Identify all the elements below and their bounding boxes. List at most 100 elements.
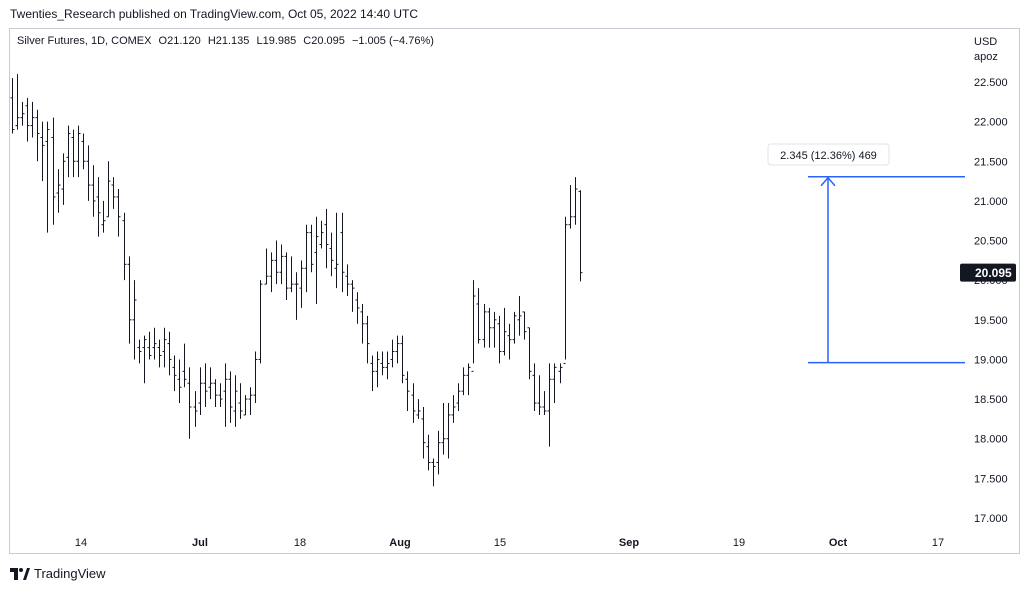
ohlc-open: O21.120 [158, 35, 201, 47]
ohlc-bar [527, 327, 532, 380]
ohlc-bar [203, 363, 208, 408]
ohlc-bar [172, 355, 177, 392]
ohlc-bar [162, 327, 167, 368]
y-tick-label: 18.000 [974, 434, 1008, 446]
ohlc-bar [400, 335, 405, 384]
footer-brand[interactable]: TradingView [34, 566, 106, 581]
ohlc-bar [542, 391, 547, 415]
ohlc-bar [111, 177, 116, 209]
ohlc-bar [446, 403, 451, 459]
ohlc-bar [177, 359, 182, 404]
time-axis[interactable]: 14 Jul 18 Aug 15 Sep 19 Oct 17 [75, 537, 944, 549]
ohlc-change: −1.005 (−4.76%) [351, 35, 434, 47]
ohlc-bar [340, 212, 345, 293]
ohlc-bar [497, 315, 502, 364]
x-tick-label: Jul [192, 537, 208, 549]
ohlc-bar [507, 323, 512, 360]
ohlc-bar [45, 121, 50, 233]
ohlc-bar [517, 296, 522, 336]
price-axis[interactable]: 22.50022.00021.50021.00020.50020.00019.5… [974, 77, 1008, 525]
ohlc-bar [147, 331, 152, 360]
last-price-label: 20.095 [975, 266, 1012, 280]
ohlc-low: L19.985 [256, 35, 297, 47]
ohlc-bar [228, 371, 233, 423]
ohlc-bar [142, 335, 147, 384]
x-tick-label: 15 [494, 537, 506, 549]
y-tick-label: 20.500 [974, 236, 1008, 248]
ohlc-bar [132, 280, 137, 360]
ohlc-bar [269, 252, 274, 293]
ohlc-bar [451, 395, 456, 423]
unit-label: apoz [974, 51, 998, 63]
ohlc-bar [411, 383, 416, 423]
x-tick-label: 14 [75, 537, 87, 549]
ohlc-bar [309, 224, 314, 273]
ohlc-bar [487, 307, 492, 348]
symbol-legend: Silver Futures, 1D, COMEX O21.120 H21.13… [17, 35, 438, 47]
ohlc-bar [304, 224, 309, 293]
y-tick-label: 19.500 [974, 315, 1008, 327]
ohlc-bar [264, 248, 269, 285]
ohlc-bar [492, 311, 497, 348]
y-tick-label: 17.000 [974, 513, 1008, 525]
measure-label: 2.345 (12.36%) 469 [780, 150, 877, 162]
ohlc-bar [76, 125, 81, 178]
x-tick-label: 18 [294, 537, 306, 549]
x-tick-label: 19 [733, 537, 745, 549]
ohlc-bar [329, 232, 334, 277]
tradingview-logo-icon[interactable] [10, 567, 30, 580]
x-tick-label: Sep [619, 537, 639, 549]
ohlc-bar [522, 311, 527, 340]
last-price-marker: 20.095 [960, 263, 1016, 282]
x-tick-label: Aug [389, 537, 410, 549]
ohlc-bar [238, 383, 243, 419]
ohlc-bar [61, 153, 66, 205]
ohlc-bar [30, 101, 35, 138]
ohlc-bar [482, 303, 487, 348]
y-tick-label: 22.000 [974, 117, 1008, 129]
y-tick-label: 19.000 [974, 354, 1008, 366]
ohlc-bar [157, 339, 162, 368]
ohlc-bar [198, 367, 203, 415]
ohlc-bar [25, 97, 30, 142]
ohlc-bar [441, 403, 446, 455]
ohlc-bars [10, 74, 583, 487]
ohlc-bar [299, 260, 304, 308]
ohlc-bar [552, 363, 557, 404]
ohlc-bar [334, 212, 339, 289]
ohlc-bar [563, 216, 568, 364]
ohlc-bar [248, 387, 253, 415]
ohlc-bar [370, 355, 375, 392]
ohlc-bar [476, 288, 481, 344]
ohlc-bar [218, 383, 223, 408]
price-axis-currency: USD apoz [974, 35, 998, 65]
x-tick-label: 17 [932, 537, 944, 549]
ohlc-bar [15, 74, 20, 130]
ohlc-bar [274, 240, 279, 285]
ohlc-bar [421, 407, 426, 459]
ohlc-bar [284, 252, 289, 300]
ohlc-bar [101, 200, 106, 233]
ohlc-bar [40, 121, 45, 182]
chart-frame [9, 28, 1020, 554]
footer: TradingView [10, 566, 106, 581]
ohlc-bar [431, 458, 436, 487]
ohlc-bar [243, 395, 248, 416]
ohlc-bar [502, 307, 507, 356]
ohlc-bar [56, 169, 61, 213]
price-range-measure[interactable]: 2.345 (12.36%) 469 [767, 143, 965, 364]
ohlc-bar [137, 339, 142, 364]
ohlc-bar [127, 256, 132, 344]
last-price-badge [960, 263, 1016, 282]
ohlc-bar [208, 367, 213, 400]
ohlc-bar [253, 351, 258, 404]
ohlc-bar [405, 371, 410, 411]
ohlc-bar [71, 129, 76, 178]
ohlc-bar [106, 161, 111, 218]
ohlc-bar [66, 125, 71, 178]
y-tick-label: 22.500 [974, 77, 1008, 89]
symbol-name[interactable]: Silver Futures, 1D, COMEX [17, 35, 152, 47]
ohlc-bar [532, 363, 537, 411]
ohlc-high: H21.135 [207, 35, 250, 47]
